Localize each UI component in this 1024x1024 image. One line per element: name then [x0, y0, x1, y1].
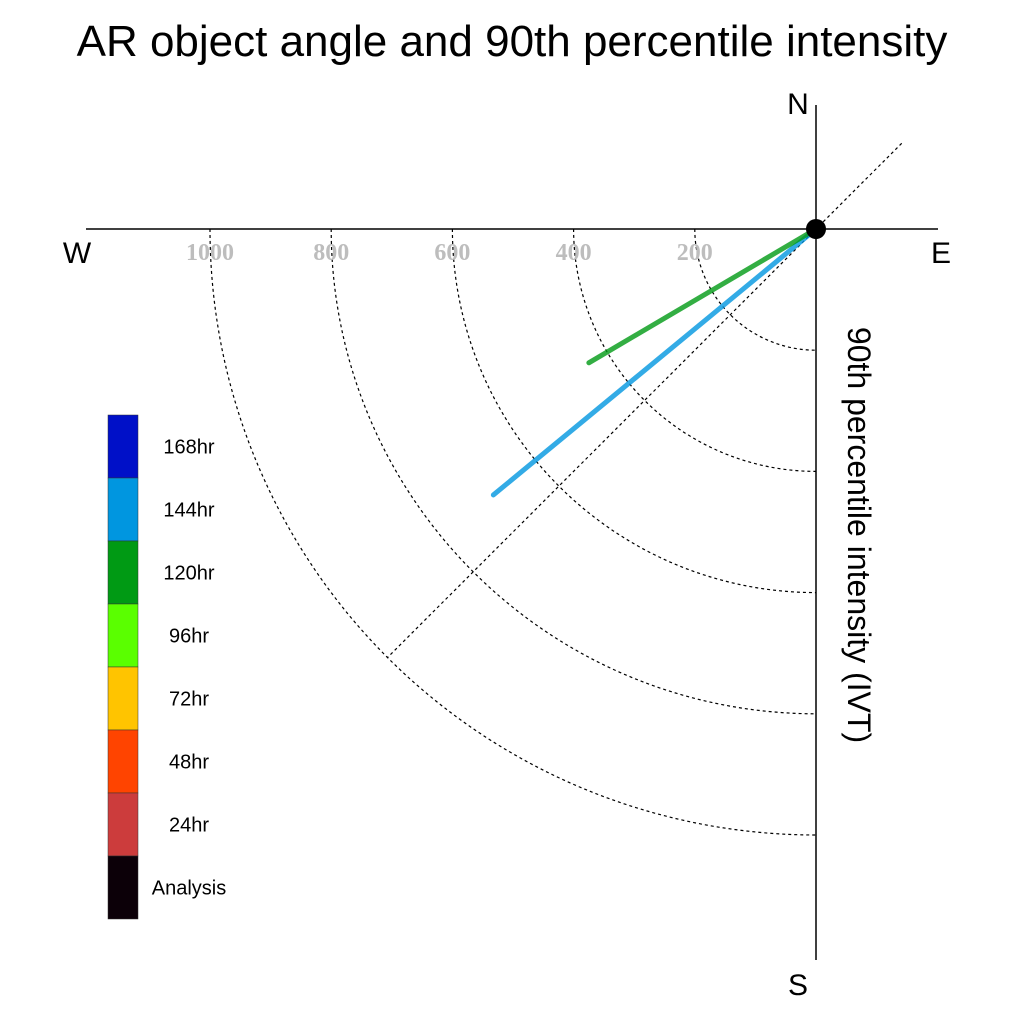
legend-label-72hr: 72hr	[169, 689, 209, 711]
reference-diagonal-line	[387, 142, 903, 658]
series-layer	[490, 226, 819, 498]
legend-label-96hr: 96hr	[169, 626, 209, 648]
series-line-144hr	[490, 226, 819, 498]
y-axis-label: 90th percentile intensity (IVT)	[841, 327, 877, 743]
series-line-120hr	[586, 226, 819, 366]
legend-swatch-24hr	[107, 792, 139, 857]
radial-tick-labels: 200 400 600 800 1000	[186, 240, 713, 266]
grid-arc-600	[451, 228, 817, 594]
legend-swatch-168hr	[107, 414, 139, 479]
legend-label-48hr: 48hr	[169, 752, 209, 774]
legend-label-120hr: 120hr	[163, 563, 214, 585]
tick-label-200: 200	[677, 240, 713, 266]
legend-swatch-144hr	[107, 477, 139, 542]
compass-east-label: E	[931, 237, 951, 270]
legend-swatch-72hr	[107, 666, 139, 731]
grid-arc-1000	[209, 228, 817, 836]
legend: 168hr 144hr 120hr 96hr 72hr 48hr 24hr Analysis	[107, 414, 226, 920]
legend-swatch-96hr	[107, 603, 139, 668]
legend-label-analysis: Analysis	[152, 878, 226, 900]
tick-label-800: 800	[313, 240, 349, 266]
compass-west-label: W	[63, 237, 92, 270]
origin-marker	[806, 219, 826, 239]
legend-label-24hr: 24hr	[169, 815, 209, 837]
compass-south-label: S	[788, 969, 808, 1002]
legend-swatch-48hr	[107, 729, 139, 794]
legend-swatch-analysis	[107, 855, 139, 920]
grid-arc-200	[694, 228, 817, 351]
chart-title: AR object angle and 90th percentile inte…	[77, 17, 948, 66]
grid-arc-400	[573, 228, 817, 472]
legend-label-168hr: 168hr	[163, 437, 214, 459]
legend-label-144hr: 144hr	[163, 500, 214, 522]
compass-north-label: N	[787, 88, 809, 121]
tick-label-1000: 1000	[186, 240, 234, 266]
tick-label-400: 400	[556, 240, 592, 266]
tick-label-600: 600	[434, 240, 470, 266]
legend-swatch-120hr	[107, 540, 139, 605]
